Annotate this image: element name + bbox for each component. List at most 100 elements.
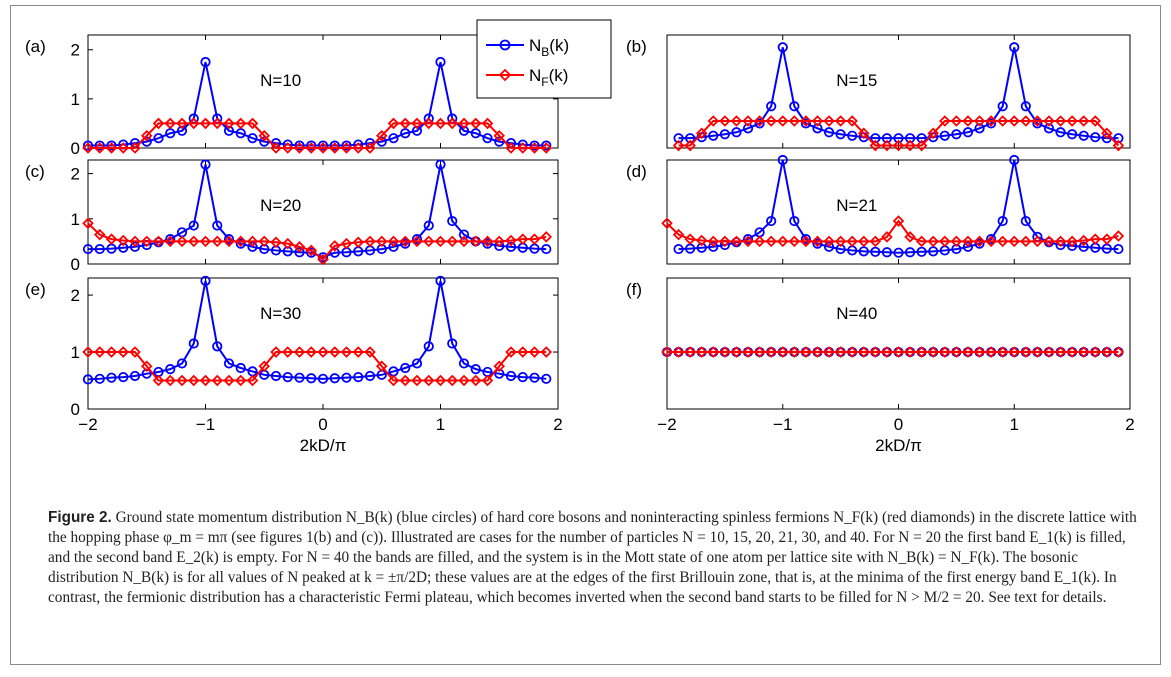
nf-point [328,346,341,358]
nf-point [742,115,754,127]
nf-point [730,235,743,248]
nf-point [305,244,318,257]
nb-point [94,373,105,384]
nf-point [939,235,951,248]
nf-point [411,117,423,130]
nf-point [223,235,235,248]
nf-point [469,374,482,387]
nf-point [904,231,916,243]
nf-point [411,374,423,387]
nf-point [846,115,858,127]
nf-point [528,142,541,154]
nf-point [105,346,118,358]
nf-point [950,235,963,248]
nf-point [1066,115,1078,127]
nf-point [765,346,777,358]
nf-point [950,115,963,127]
nf-point [1077,115,1090,127]
nf-series-line [87,222,547,261]
x-tick-label: 2 [1125,415,1134,434]
nb-point [1020,101,1031,112]
nf-series-line [666,219,1119,243]
nb-point [435,159,446,170]
nb-point [270,370,282,382]
nb-point [541,373,552,384]
nf-point [1031,346,1044,358]
nb-point [94,243,105,255]
nf-point [973,115,986,127]
nf-point [364,235,376,248]
nf-point [469,117,482,130]
nf-point [985,346,997,358]
nb-point [470,364,481,375]
nf-point [129,142,141,154]
x-tick-label: 1 [1010,415,1019,434]
nb-point [916,246,927,257]
nb-point [400,238,411,249]
nf-point [846,346,858,358]
nb-point [176,358,188,369]
nb-point [94,140,105,151]
nf-point [152,235,165,248]
nf-point [800,235,812,248]
nf-point [753,115,766,127]
nf-point [846,235,858,248]
panel-a: 0 1 2 (a) N=10 [25,34,559,158]
nf-point [375,129,388,142]
nf-point [858,346,870,358]
nf-point [164,117,177,130]
nf-point [927,235,939,248]
legend-circle-marker [499,39,511,51]
panel-annotation: N=30 [260,304,301,323]
nb-point [294,140,305,151]
x-tick-label: −2 [78,415,97,434]
nb-point [997,101,1008,112]
nf-point [1020,346,1032,358]
nf-point [684,233,696,245]
legend-box [476,19,612,99]
nf-point [730,346,743,358]
nf-point [834,235,847,248]
panel-label: (f) [626,280,642,299]
nb-point [423,341,434,352]
nf-point [939,115,951,127]
figure-frame [10,5,1161,665]
nb-point [364,370,376,382]
nf-point [996,346,1009,358]
nb-point [306,140,317,151]
nb-point [482,238,493,249]
nb-point [893,133,904,144]
nb-point [329,247,340,258]
nf-point [1101,127,1113,140]
nf-point [434,235,447,248]
nb-point [435,56,446,68]
nf-point [1089,233,1102,245]
nf-point [293,142,306,154]
nf-point [258,129,271,142]
nb-point [329,140,340,151]
x-tick-label: 0 [894,415,903,434]
nf-point [422,235,435,248]
nf-point [117,346,130,358]
nf-point [129,346,141,358]
nf-point [458,374,470,387]
nf-series-line [88,351,547,382]
nb-point [106,372,117,383]
nf-point [352,346,365,358]
nb-point [870,246,881,257]
nf-point [1008,115,1021,127]
nb-point [742,234,754,245]
nf-point [881,231,893,243]
nf-point [962,235,974,248]
nb-point [294,247,305,258]
nf-point [364,142,376,154]
nb-point [800,118,812,129]
nf-point [915,235,928,248]
y-tick-label: 0 [71,400,80,419]
nf-point [1054,346,1067,358]
nf-point [800,346,812,358]
nb-point [823,241,835,252]
nf-point [1043,346,1055,358]
nf-point [788,235,801,248]
nf-point [869,235,882,248]
